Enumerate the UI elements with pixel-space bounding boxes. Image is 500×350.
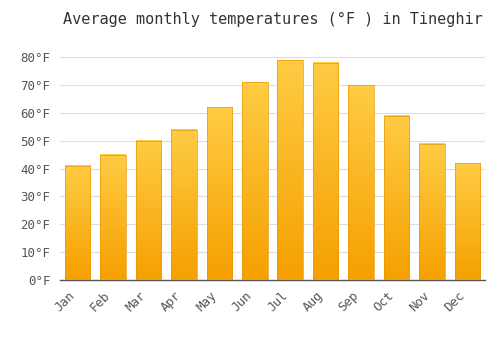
Bar [278,60,303,280]
Bar [206,107,232,280]
Bar [242,82,268,280]
Bar [100,155,126,280]
Bar [65,166,90,280]
Bar [171,130,196,280]
Bar [136,141,162,280]
Bar [313,63,338,280]
Bar [384,116,409,280]
Bar [454,163,480,280]
Title: Average monthly temperatures (°F ) in Tineghir: Average monthly temperatures (°F ) in Ti… [62,12,482,27]
Bar [419,144,444,280]
Bar [348,85,374,280]
